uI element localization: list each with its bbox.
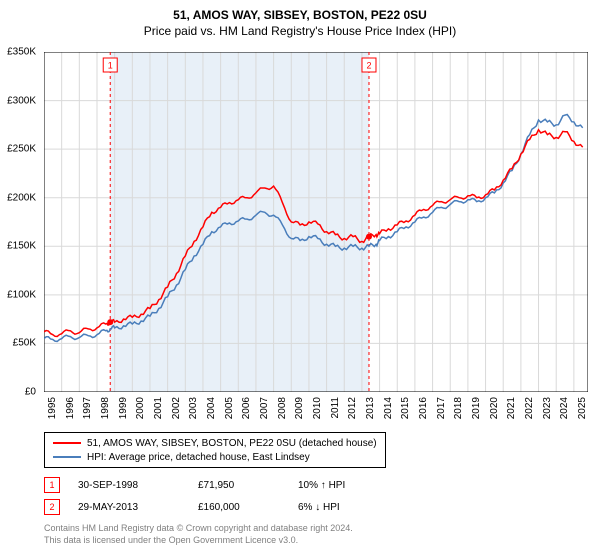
x-tick-label: 2019: [471, 397, 482, 419]
y-tick-label: £100K: [7, 289, 36, 300]
x-tick-label: 2007: [259, 397, 270, 419]
x-tick-label: 2012: [347, 397, 358, 419]
x-tick-label: 2006: [241, 397, 252, 419]
x-tick-label: 2025: [577, 397, 588, 419]
x-tick-label: 2000: [135, 397, 146, 419]
plot-area: 12: [44, 52, 588, 392]
x-axis: 1995 1996 1997 1998 1999 2000 2001 2002 2003 2004…: [44, 395, 588, 429]
x-tick-label: 1996: [65, 397, 76, 419]
x-tick-label: 2004: [206, 397, 217, 419]
chart-svg: 12: [44, 52, 588, 392]
x-tick-label: 2010: [312, 397, 323, 419]
x-tick-label: 2018: [453, 397, 464, 419]
chart-container: 51, AMOS WAY, SIBSEY, BOSTON, PE22 0SU P…: [0, 0, 600, 560]
legend-swatch: [53, 442, 81, 444]
y-tick-label: £250K: [7, 144, 36, 155]
sale-date: 30-SEP-1998: [78, 480, 198, 491]
footer-line-1: Contains HM Land Registry data © Crown c…: [44, 522, 353, 534]
x-tick-label: 2011: [330, 397, 341, 419]
sale-date: 29-MAY-2013: [78, 502, 198, 513]
x-tick-label: 2016: [418, 397, 429, 419]
x-tick-label: 2005: [224, 397, 235, 419]
x-tick-label: 2014: [383, 397, 394, 419]
sale-price: £71,950: [198, 480, 298, 491]
svg-text:2: 2: [366, 60, 371, 70]
y-tick-label: £150K: [7, 241, 36, 252]
sale-marker-icon: 2: [44, 499, 60, 515]
y-tick-label: £350K: [7, 47, 36, 58]
y-tick-label: £200K: [7, 192, 36, 203]
x-tick-label: 2015: [400, 397, 411, 419]
legend-item: 51, AMOS WAY, SIBSEY, BOSTON, PE22 0SU (…: [53, 437, 377, 451]
footer-line-2: This data is licensed under the Open Gov…: [44, 534, 353, 546]
x-tick-label: 2020: [489, 397, 500, 419]
legend-item: HPI: Average price, detached house, East…: [53, 451, 377, 465]
legend-label: 51, AMOS WAY, SIBSEY, BOSTON, PE22 0SU (…: [87, 438, 377, 449]
x-tick-label: 2021: [506, 397, 517, 419]
sale-row: 2 29-MAY-2013£160,0006% ↓ HPI: [44, 496, 418, 518]
sale-marker-icon: 1: [44, 477, 60, 493]
sale-row: 1 30-SEP-1998£71,95010% ↑ HPI: [44, 474, 418, 496]
sales-table: 1 30-SEP-1998£71,95010% ↑ HPI 2 29-MAY-2013…: [44, 474, 418, 518]
y-tick-label: £300K: [7, 95, 36, 106]
x-tick-label: 2013: [365, 397, 376, 419]
x-tick-label: 2017: [436, 397, 447, 419]
y-axis: £0£50K£100K£150K£200K£250K£300K£350K: [0, 52, 40, 392]
x-tick-label: 2009: [294, 397, 305, 419]
x-tick-label: 2001: [153, 397, 164, 419]
sale-price: £160,000: [198, 502, 298, 513]
x-tick-label: 2022: [524, 397, 535, 419]
x-tick-label: 2008: [277, 397, 288, 419]
footer: Contains HM Land Registry data © Crown c…: [44, 522, 353, 546]
x-tick-label: 2023: [542, 397, 553, 419]
chart-title: 51, AMOS WAY, SIBSEY, BOSTON, PE22 0SU: [0, 0, 600, 22]
x-tick-label: 2002: [171, 397, 182, 419]
legend-swatch: [53, 456, 81, 458]
x-tick-label: 1997: [82, 397, 93, 419]
legend-label: HPI: Average price, detached house, East…: [87, 452, 310, 463]
sale-hpi: 6% ↓ HPI: [298, 502, 418, 513]
legend: 51, AMOS WAY, SIBSEY, BOSTON, PE22 0SU (…: [44, 432, 386, 468]
x-tick-label: 1995: [47, 397, 58, 419]
x-tick-label: 2003: [188, 397, 199, 419]
chart-subtitle: Price paid vs. HM Land Registry's House …: [0, 22, 600, 38]
y-tick-label: £50K: [13, 338, 36, 349]
x-tick-label: 1999: [118, 397, 129, 419]
svg-text:1: 1: [108, 60, 113, 70]
x-tick-label: 1998: [100, 397, 111, 419]
sale-hpi: 10% ↑ HPI: [298, 480, 418, 491]
y-tick-label: £0: [25, 387, 36, 398]
x-tick-label: 2024: [559, 397, 570, 419]
